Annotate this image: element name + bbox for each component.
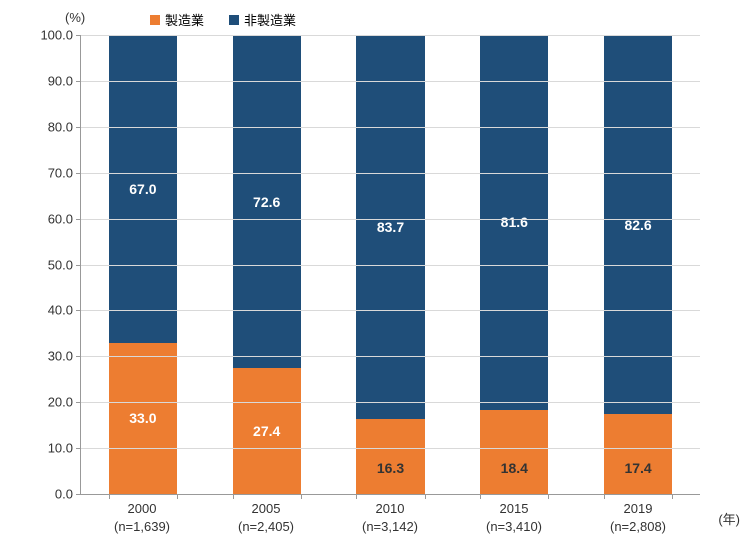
gridline xyxy=(81,81,700,82)
x-tick-mark xyxy=(233,494,234,499)
bar-segment: 83.7 xyxy=(356,35,424,419)
bar-value-label: 33.0 xyxy=(129,410,156,426)
legend-label: 非製造業 xyxy=(244,10,296,29)
bar-value-label: 17.4 xyxy=(624,460,651,476)
x-tick-mark xyxy=(109,494,110,499)
bar-segment xyxy=(356,419,424,494)
gridline xyxy=(81,310,700,311)
bar-value-label: 81.6 xyxy=(501,214,528,230)
x-tick-mark xyxy=(604,494,605,499)
y-axis-unit: (%) xyxy=(65,10,85,25)
x-label-n: (n=3,142) xyxy=(362,518,418,536)
gridline xyxy=(81,35,700,36)
y-tick-label: 10.0 xyxy=(48,441,81,456)
y-tick-label: 100.0 xyxy=(40,28,81,43)
x-tick-mark xyxy=(356,494,357,499)
legend-swatch-icon xyxy=(229,15,239,25)
y-tick-label: 0.0 xyxy=(55,487,81,502)
bar-segment: 72.6 xyxy=(233,35,301,368)
legend: 製造業 非製造業 xyxy=(150,10,296,29)
y-tick-label: 20.0 xyxy=(48,395,81,410)
y-tick-label: 40.0 xyxy=(48,303,81,318)
x-axis-label: 2005(n=2,405) xyxy=(238,500,294,536)
bar-segment xyxy=(604,414,672,494)
y-tick-label: 30.0 xyxy=(48,349,81,364)
legend-label: 製造業 xyxy=(165,10,204,29)
y-tick-label: 90.0 xyxy=(48,73,81,88)
bar-value-label: 27.4 xyxy=(253,423,280,439)
x-label-year: 2010 xyxy=(362,500,418,518)
x-label-n: (n=1,639) xyxy=(114,518,170,536)
bar-segment: 81.6 xyxy=(480,35,548,410)
bar-segment: 27.4 xyxy=(233,368,301,494)
bar-value-label: 67.0 xyxy=(129,181,156,197)
legend-swatch-icon xyxy=(150,15,160,25)
legend-item-nonmanufacturing: 非製造業 xyxy=(229,10,296,29)
bar-value-label: 83.7 xyxy=(377,219,404,235)
legend-item-manufacturing: 製造業 xyxy=(150,10,204,29)
x-axis-label: 2019(n=2,808) xyxy=(610,500,666,536)
x-label-year: 2005 xyxy=(238,500,294,518)
chart-container: (%) (年) 製造業 非製造業 33.0 67.0 27.4 72.6 16.3 83.… xyxy=(10,10,740,550)
x-axis-label: 2010(n=3,142) xyxy=(362,500,418,536)
y-tick-label: 80.0 xyxy=(48,119,81,134)
x-label-n: (n=3,410) xyxy=(486,518,542,536)
x-tick-mark xyxy=(301,494,302,499)
x-axis-unit: (年) xyxy=(718,509,740,528)
gridline xyxy=(81,173,700,174)
x-label-n: (n=2,405) xyxy=(238,518,294,536)
x-tick-mark xyxy=(177,494,178,499)
x-axis-label: 2015(n=3,410) xyxy=(486,500,542,536)
x-label-year: 2015 xyxy=(486,500,542,518)
x-tick-mark xyxy=(548,494,549,499)
x-tick-mark xyxy=(425,494,426,499)
gridline xyxy=(81,219,700,220)
gridline xyxy=(81,356,700,357)
x-label-n: (n=2,808) xyxy=(610,518,666,536)
x-axis-label: 2000(n=1,639) xyxy=(114,500,170,536)
gridline xyxy=(81,402,700,403)
x-label-year: 2019 xyxy=(610,500,666,518)
x-tick-mark xyxy=(672,494,673,499)
bar-segment xyxy=(480,410,548,494)
y-tick-label: 60.0 xyxy=(48,211,81,226)
x-label-year: 2000 xyxy=(114,500,170,518)
x-tick-mark xyxy=(480,494,481,499)
bar-value-label: 72.6 xyxy=(253,194,280,210)
gridline xyxy=(81,265,700,266)
y-tick-label: 50.0 xyxy=(48,257,81,272)
plot-area: 33.067.027.472.616.383.718.481.617.482.6… xyxy=(80,35,700,495)
bar-value-label: 18.4 xyxy=(501,460,528,476)
bar-segment: 33.0 xyxy=(109,343,177,494)
y-tick-label: 70.0 xyxy=(48,165,81,180)
bar-value-label: 16.3 xyxy=(377,460,404,476)
gridline xyxy=(81,127,700,128)
gridline xyxy=(81,448,700,449)
